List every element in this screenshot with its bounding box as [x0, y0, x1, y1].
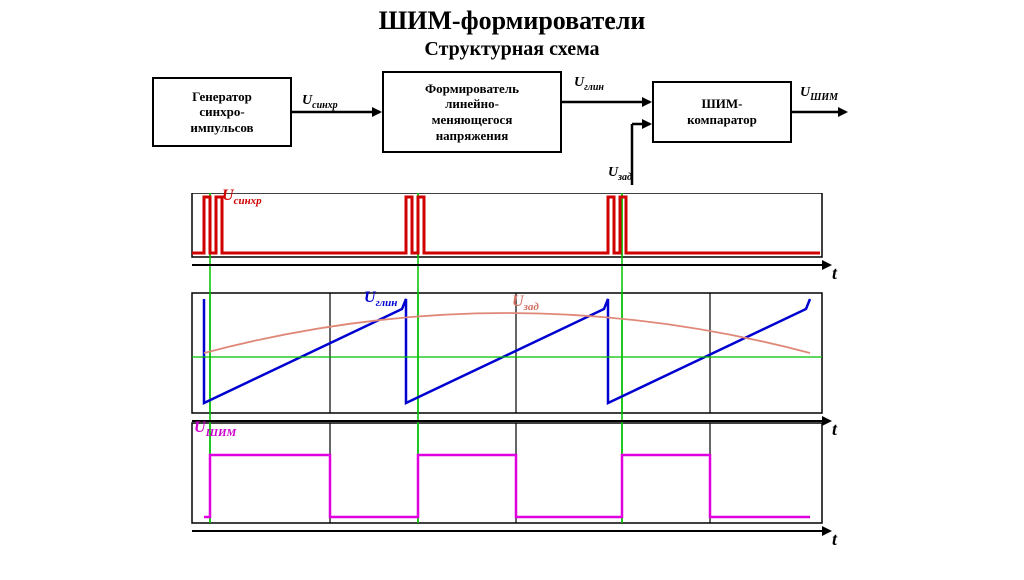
axis-t: t — [832, 419, 837, 440]
wave-label: Uзад — [512, 293, 539, 313]
block-comp: ШИМ-компаратор — [652, 81, 792, 143]
wave-label: Uглин — [364, 289, 397, 309]
main-title: ШИМ-формирователи — [0, 6, 1024, 36]
block-diagram: Генераторсинхро-импульсов Формировательли… — [142, 67, 882, 187]
wave-label: UШИМ — [194, 419, 236, 439]
wave-label: Uсинхр — [222, 187, 262, 207]
signal-u_glin: Uглин — [574, 75, 604, 93]
signal-u_sync: Uсинхр — [302, 93, 338, 111]
axis-t: t — [832, 263, 837, 284]
signal-u_zad: Uзад — [608, 165, 632, 183]
axis-t: t — [832, 529, 837, 550]
block-gen: Генераторсинхро-импульсов — [152, 77, 292, 147]
waveform-chart: tUсинхрtUглинUзадtUШИМ — [182, 193, 842, 553]
signal-u_shim: UШИМ — [800, 85, 838, 103]
subtitle: Структурная схема — [0, 38, 1024, 61]
waveform-svg — [182, 193, 842, 553]
block-form: Формировательлинейно-меняющегосянапряжен… — [382, 71, 562, 153]
